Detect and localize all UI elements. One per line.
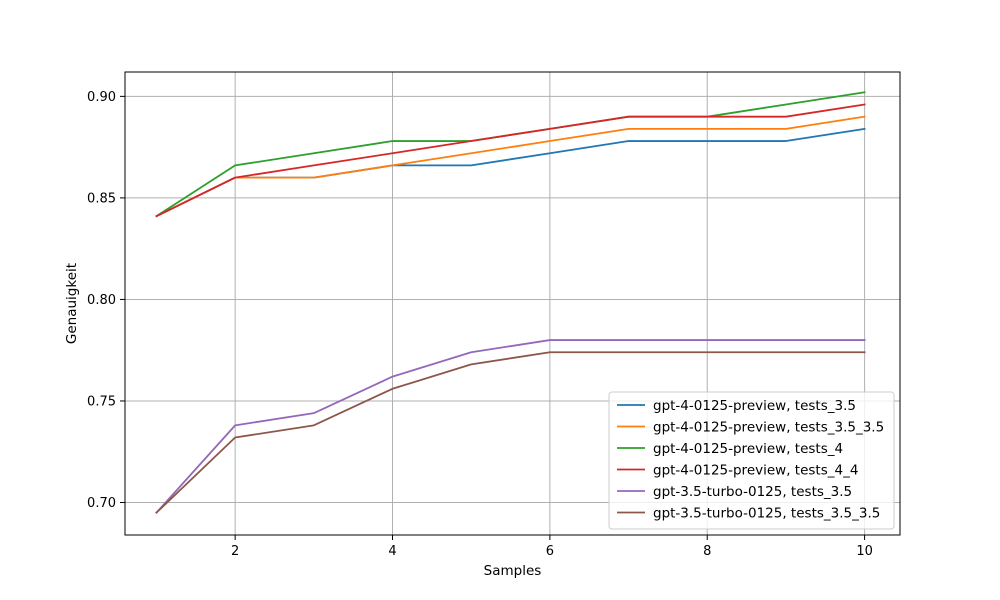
legend-entry-5: gpt-3.5-turbo-0125, tests_3.5: [653, 484, 852, 500]
y-tick-label: 0.80: [87, 293, 116, 308]
legend-entry-3: gpt-4-0125-preview, tests_4: [653, 441, 843, 457]
legend-entry-2: gpt-4-0125-preview, tests_3.5_3.5: [653, 420, 884, 436]
y-axis-label: Genauigkeit: [64, 263, 80, 344]
legend-entry-6: gpt-3.5-turbo-0125, tests_3.5_3.5: [653, 506, 880, 522]
series-line-6: [155, 351, 866, 514]
x-tick-label: 10: [856, 544, 873, 559]
legend-entry-1: gpt-4-0125-preview, tests_3.5: [653, 398, 856, 414]
series-line-4: [155, 103, 866, 218]
y-tick-label: 0.85: [87, 191, 116, 206]
legend-entry-4: gpt-4-0125-preview, tests_4_4: [653, 463, 858, 479]
x-tick-label: 2: [231, 544, 239, 559]
series-group: [155, 91, 866, 514]
series-line-2: [155, 115, 866, 218]
x-tick-label: 4: [388, 544, 396, 559]
legend-box: [608, 391, 895, 530]
legend: gpt-4-0125-preview, tests_3.5 gpt-4-0125-…: [608, 391, 895, 530]
y-tick-label: 0.70: [87, 496, 116, 511]
x-axis-label: Samples: [484, 563, 542, 579]
axis-ticks: 2 4 6 8 10 0.70 0.75 0.80 0.85 0.90: [87, 90, 873, 559]
y-tick-label: 0.75: [87, 394, 116, 409]
series-line-5: [155, 339, 866, 514]
x-tick-label: 6: [546, 544, 554, 559]
y-tick-label: 0.90: [87, 90, 116, 105]
x-tick-label: 8: [703, 544, 711, 559]
plot-frame: [124, 71, 901, 536]
